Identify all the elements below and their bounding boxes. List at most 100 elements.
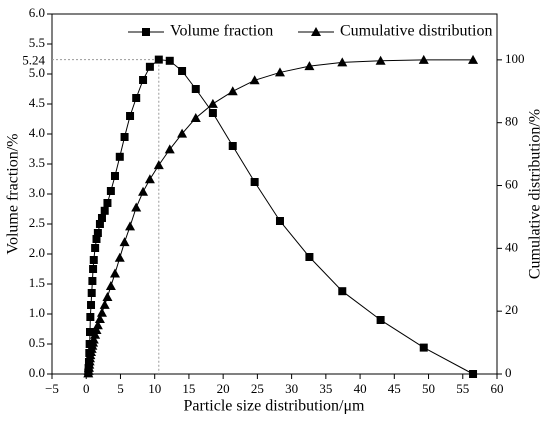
data-point <box>120 133 129 141</box>
data-point <box>131 202 142 212</box>
data-point <box>87 301 96 309</box>
y-tick-label: 4.0 <box>29 125 45 140</box>
x-tick-label: 50 <box>422 381 435 396</box>
x-tick-label: 0 <box>83 381 90 396</box>
data-point <box>91 244 100 252</box>
data-point <box>102 292 113 302</box>
x-tick-label: 30 <box>285 381 298 396</box>
data-point <box>208 109 217 117</box>
data-point <box>89 256 98 264</box>
data-point <box>165 56 174 65</box>
x-tick-label: 20 <box>217 381 230 396</box>
data-point <box>419 343 428 352</box>
data-point <box>338 287 347 296</box>
y2-tick-label: 100 <box>505 51 525 66</box>
x-axis-label: Particle size distribution/μm <box>184 398 366 415</box>
data-point <box>145 62 154 71</box>
data-point <box>105 281 116 291</box>
y-tick-label: 4.5 <box>29 95 45 110</box>
y-tick-label: 6.0 <box>29 5 45 20</box>
data-point <box>125 221 136 231</box>
data-point <box>103 199 112 207</box>
data-point <box>376 316 385 324</box>
data-point <box>154 55 163 64</box>
data-point <box>274 67 285 77</box>
y-axis-label: Volume fraction/% <box>5 133 22 254</box>
legend-marker <box>311 27 321 36</box>
x-tick-label: 45 <box>388 381 401 396</box>
x-tick-label: 60 <box>491 381 504 396</box>
data-point <box>89 265 98 273</box>
y2-tick-label: 40 <box>505 239 518 254</box>
data-point <box>337 57 348 67</box>
data-point <box>177 128 188 138</box>
data-point <box>132 94 141 102</box>
y-tick-label: 2.5 <box>29 215 45 230</box>
data-point <box>139 76 148 84</box>
data-point <box>144 174 155 184</box>
data-point <box>85 328 94 336</box>
data-point <box>109 268 120 278</box>
x-tick-label: 10 <box>148 381 161 396</box>
x-tick-label: 15 <box>182 381 195 396</box>
y2-tick-label: 80 <box>505 114 518 129</box>
data-point <box>115 152 124 161</box>
series-line <box>87 59 474 374</box>
x-tick-label: −5 <box>45 381 59 396</box>
data-point <box>93 229 102 237</box>
y2-axis-label: Cumulative distribution/% <box>527 109 544 279</box>
x-tick-label: 35 <box>319 381 332 396</box>
data-point <box>99 299 110 309</box>
y-tick-label: 2.0 <box>29 245 45 260</box>
legend-label: Volume fraction <box>170 23 273 40</box>
data-point <box>469 370 478 378</box>
y-tick-label: 1.5 <box>29 275 45 290</box>
data-point <box>126 112 135 120</box>
data-point <box>207 98 218 108</box>
data-point <box>178 67 187 75</box>
data-point <box>94 314 105 324</box>
data-point <box>164 144 175 154</box>
y2-tick-label: 60 <box>505 177 518 192</box>
data-point <box>305 253 314 261</box>
data-point <box>468 54 479 64</box>
y-tick-label: 3.0 <box>29 185 45 200</box>
y2-tick-label: 20 <box>505 302 518 317</box>
legend-marker <box>142 28 150 36</box>
data-point <box>114 252 125 262</box>
data-point <box>86 313 95 321</box>
data-point <box>97 214 106 222</box>
data-point <box>88 334 99 344</box>
data-point <box>119 237 130 247</box>
data-point <box>153 160 164 170</box>
data-point <box>96 307 107 317</box>
data-point <box>228 142 237 150</box>
plot-frame <box>51 13 498 375</box>
y-tick-label: 5.0 <box>29 65 45 80</box>
y-tick-label: 3.5 <box>29 155 45 170</box>
annotation: 5.24 <box>22 53 45 68</box>
data-point <box>87 289 96 297</box>
data-point <box>91 325 102 335</box>
data-point <box>191 85 200 93</box>
x-tick-label: 40 <box>354 381 367 396</box>
x-tick-label: 55 <box>456 381 469 396</box>
data-point <box>275 217 284 225</box>
data-point <box>250 178 259 186</box>
y-tick-label: 0.5 <box>29 335 45 350</box>
data-point <box>304 61 315 71</box>
y-tick-label: 1.0 <box>29 305 45 320</box>
legend-label: Cumulative distribution <box>340 23 492 40</box>
data-point <box>92 235 101 243</box>
series-line <box>87 59 474 375</box>
data-point <box>418 54 429 64</box>
y2-tick-label: 0 <box>505 365 512 380</box>
data-point <box>100 206 109 215</box>
data-point <box>90 329 101 339</box>
y-tick-label: 0.0 <box>29 365 45 380</box>
data-point <box>88 277 97 285</box>
data-point <box>190 112 201 122</box>
data-point <box>138 186 149 196</box>
data-point <box>92 320 103 330</box>
